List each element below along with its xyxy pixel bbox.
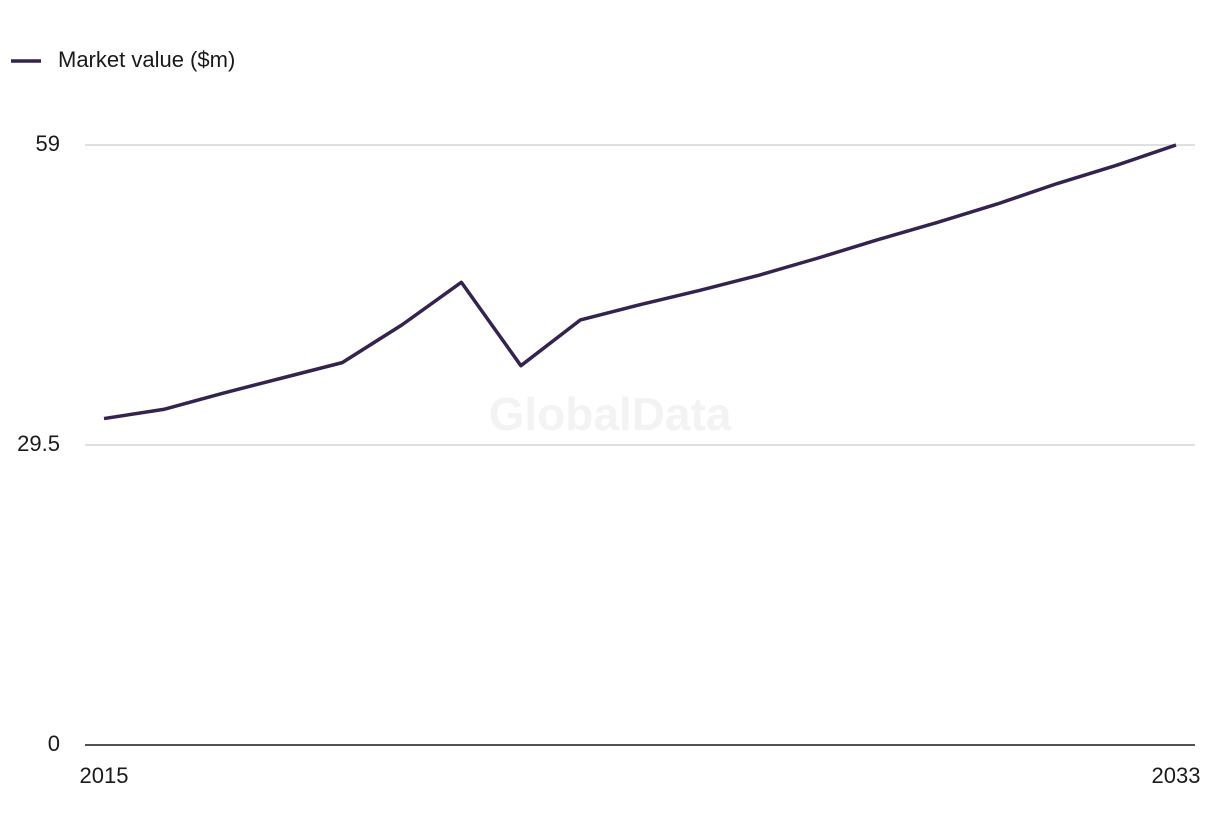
y-tick-label: 29.5 <box>17 431 60 456</box>
x-tick-label: 2015 <box>80 763 129 788</box>
line-series <box>103 143 1177 421</box>
watermark: GlobalData <box>489 388 732 440</box>
legend-label: Market value ($m) <box>58 47 235 72</box>
x-tick-label: 2033 <box>1152 763 1201 788</box>
y-tick-label: 0 <box>48 731 60 756</box>
y-tick-label: 59 <box>36 131 60 156</box>
